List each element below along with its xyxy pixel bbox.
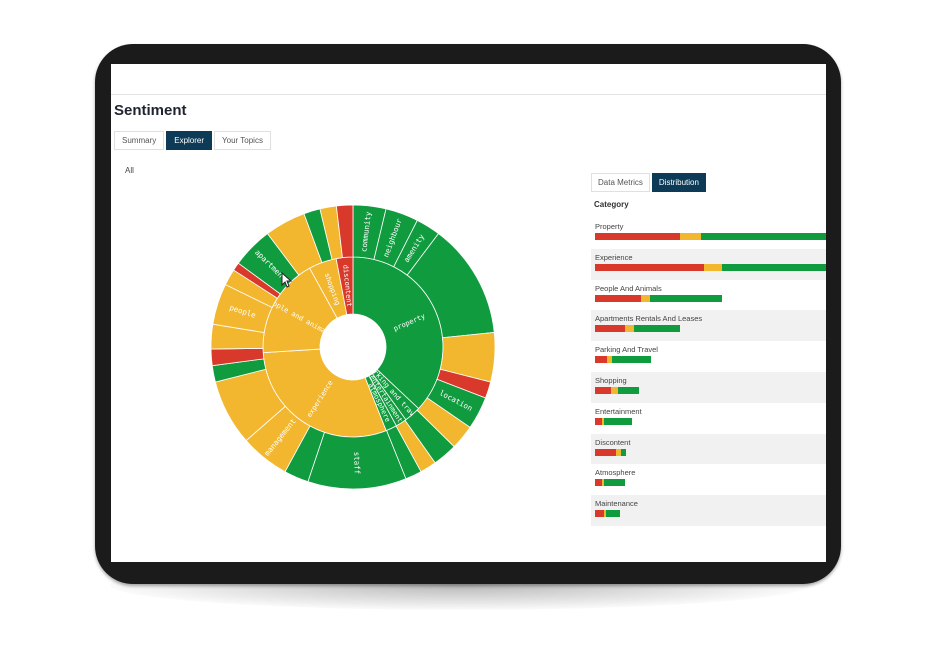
- app-screen: Sentiment Summary Explorer Your Topics A…: [111, 64, 826, 562]
- positive-segment: [604, 479, 625, 487]
- page-title: Sentiment: [114, 102, 187, 119]
- category-row[interactable]: Property: [591, 218, 826, 249]
- positive-segment: [606, 510, 620, 518]
- neutral-segment: [611, 386, 618, 394]
- neutral-segment: [641, 294, 650, 302]
- category-row[interactable]: Entertainment: [591, 403, 826, 434]
- negative-segment: [595, 479, 602, 487]
- neutral-segment: [625, 325, 634, 333]
- category-row[interactable]: Discontent: [591, 433, 826, 465]
- category-label: Experience: [595, 252, 633, 262]
- sentiment-bar[interactable]: [595, 386, 639, 394]
- negative-segment: [595, 294, 641, 302]
- top-bar: [111, 64, 826, 95]
- positive-segment: [722, 263, 826, 271]
- sunburst-chart[interactable]: property parking and travel entertainment a…: [208, 202, 498, 492]
- neutral-segment: [704, 263, 722, 271]
- sentiment-bar[interactable]: [595, 417, 632, 425]
- category-row[interactable]: Maintenance: [591, 495, 826, 526]
- category-label: Shopping: [595, 375, 627, 385]
- tab-data-metrics[interactable]: Data Metrics: [591, 173, 650, 192]
- negative-segment: [595, 325, 625, 333]
- tab-explorer[interactable]: Explorer: [166, 131, 213, 150]
- negative-segment: [595, 233, 680, 240]
- neutral-segment: [680, 233, 701, 240]
- positive-segment: [604, 417, 632, 425]
- negative-segment: [595, 263, 704, 271]
- neutral-segment: [616, 448, 621, 456]
- neutral-segment: [602, 417, 604, 425]
- category-label: Apartments Rentals And Leases: [595, 314, 703, 324]
- sentiment-bar[interactable]: [595, 294, 722, 302]
- category-label: Entertainment: [595, 406, 642, 416]
- sentiment-bar[interactable]: [595, 325, 680, 333]
- sentiment-bar[interactable]: [595, 356, 651, 364]
- inner-ring-label: discontent: [341, 264, 353, 307]
- neutral-segment: [604, 510, 606, 518]
- tab-your-topics[interactable]: Your Topics: [214, 131, 271, 150]
- outer-ring-label: staff: [352, 452, 362, 475]
- sentiment-bar[interactable]: [595, 263, 826, 271]
- category-row[interactable]: Parking And Travel: [591, 341, 826, 372]
- negative-segment: [595, 356, 607, 364]
- category-label: Parking And Travel: [595, 345, 658, 355]
- negative-segment: [595, 417, 602, 425]
- distribution-list: Property Experience People And Animals Apar…: [591, 218, 826, 526]
- category-label: People And Animals: [595, 283, 662, 293]
- view-tabs: Summary Explorer Your Topics: [114, 131, 273, 150]
- category-label: Property: [595, 222, 624, 231]
- tab-distribution[interactable]: Distribution: [651, 173, 706, 192]
- positive-segment: [650, 294, 722, 302]
- neutral-segment: [602, 479, 604, 487]
- category-row[interactable]: Atmosphere: [591, 464, 826, 495]
- neutral-segment: [607, 356, 612, 364]
- positive-segment: [618, 386, 639, 394]
- category-row[interactable]: Apartments Rentals And Leases: [591, 310, 826, 342]
- category-row[interactable]: People And Animals: [591, 280, 826, 311]
- category-row[interactable]: Experience: [591, 248, 826, 280]
- negative-segment: [595, 448, 616, 456]
- positive-segment: [701, 233, 826, 240]
- category-row[interactable]: Shopping: [591, 371, 826, 403]
- category-heading: Category: [594, 200, 629, 209]
- positive-segment: [621, 448, 626, 456]
- positive-segment: [634, 325, 680, 333]
- positive-segment: [612, 356, 651, 364]
- panel-tabs: Data Metrics Distribution: [591, 173, 708, 192]
- sentiment-bar[interactable]: [595, 233, 826, 240]
- mouse-pointer-icon: [281, 272, 293, 288]
- category-label: Maintenance: [595, 499, 638, 509]
- sentiment-bar[interactable]: [595, 479, 625, 487]
- outer-ring-segment[interactable]: [335, 204, 354, 259]
- negative-segment: [595, 386, 611, 394]
- negative-segment: [595, 510, 604, 518]
- sentiment-bar[interactable]: [595, 510, 620, 518]
- breadcrumb-all[interactable]: All: [125, 166, 134, 175]
- category-label: Discontent: [595, 437, 631, 447]
- tab-summary[interactable]: Summary: [114, 131, 165, 150]
- category-label: Atmosphere: [595, 468, 636, 478]
- sentiment-bar[interactable]: [595, 448, 626, 456]
